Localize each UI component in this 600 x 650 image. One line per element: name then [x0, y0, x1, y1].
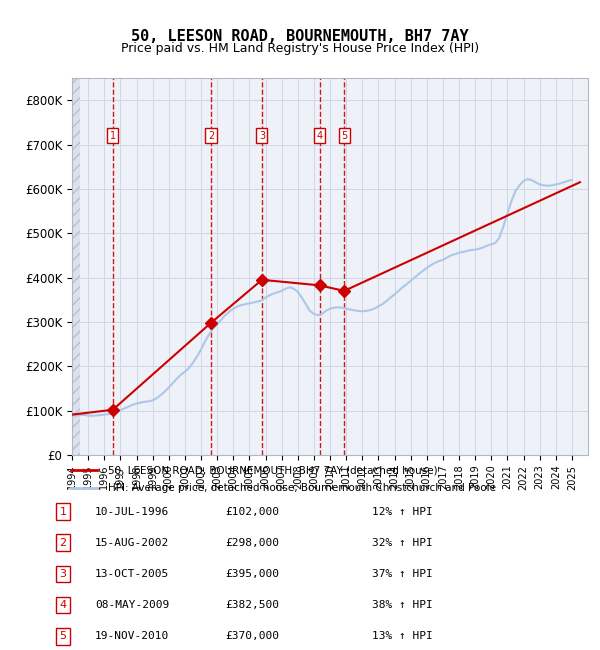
Text: £370,000: £370,000 [225, 631, 279, 642]
Text: £382,500: £382,500 [225, 600, 279, 610]
Text: 2: 2 [208, 131, 214, 140]
Text: 12% ↑ HPI: 12% ↑ HPI [372, 506, 433, 517]
Text: HPI: Average price, detached house, Bournemouth Christchurch and Poole: HPI: Average price, detached house, Bour… [107, 484, 496, 493]
Text: 37% ↑ HPI: 37% ↑ HPI [372, 569, 433, 579]
Text: 5: 5 [59, 631, 67, 642]
Text: £102,000: £102,000 [225, 506, 279, 517]
Text: 15-AUG-2002: 15-AUG-2002 [95, 538, 169, 548]
Text: 4: 4 [59, 600, 67, 610]
Text: 3: 3 [259, 131, 265, 140]
Text: Price paid vs. HM Land Registry's House Price Index (HPI): Price paid vs. HM Land Registry's House … [121, 42, 479, 55]
Text: 1: 1 [110, 131, 116, 140]
Text: 2: 2 [59, 538, 67, 548]
Text: 38% ↑ HPI: 38% ↑ HPI [372, 600, 433, 610]
Text: 13-OCT-2005: 13-OCT-2005 [95, 569, 169, 579]
Text: 10-JUL-1996: 10-JUL-1996 [95, 506, 169, 517]
Text: 1: 1 [59, 506, 67, 517]
Text: 50, LEESON ROAD, BOURNEMOUTH, BH7 7AY: 50, LEESON ROAD, BOURNEMOUTH, BH7 7AY [131, 29, 469, 44]
Text: 4: 4 [316, 131, 323, 140]
Text: 08-MAY-2009: 08-MAY-2009 [95, 600, 169, 610]
Text: £395,000: £395,000 [225, 569, 279, 579]
Text: £298,000: £298,000 [225, 538, 279, 548]
Text: 50, LEESON ROAD, BOURNEMOUTH, BH7 7AY (detached house): 50, LEESON ROAD, BOURNEMOUTH, BH7 7AY (d… [107, 465, 437, 475]
Text: 19-NOV-2010: 19-NOV-2010 [95, 631, 169, 642]
Text: 13% ↑ HPI: 13% ↑ HPI [372, 631, 433, 642]
Text: 32% ↑ HPI: 32% ↑ HPI [372, 538, 433, 548]
Text: 3: 3 [59, 569, 67, 579]
Text: 5: 5 [341, 131, 347, 140]
